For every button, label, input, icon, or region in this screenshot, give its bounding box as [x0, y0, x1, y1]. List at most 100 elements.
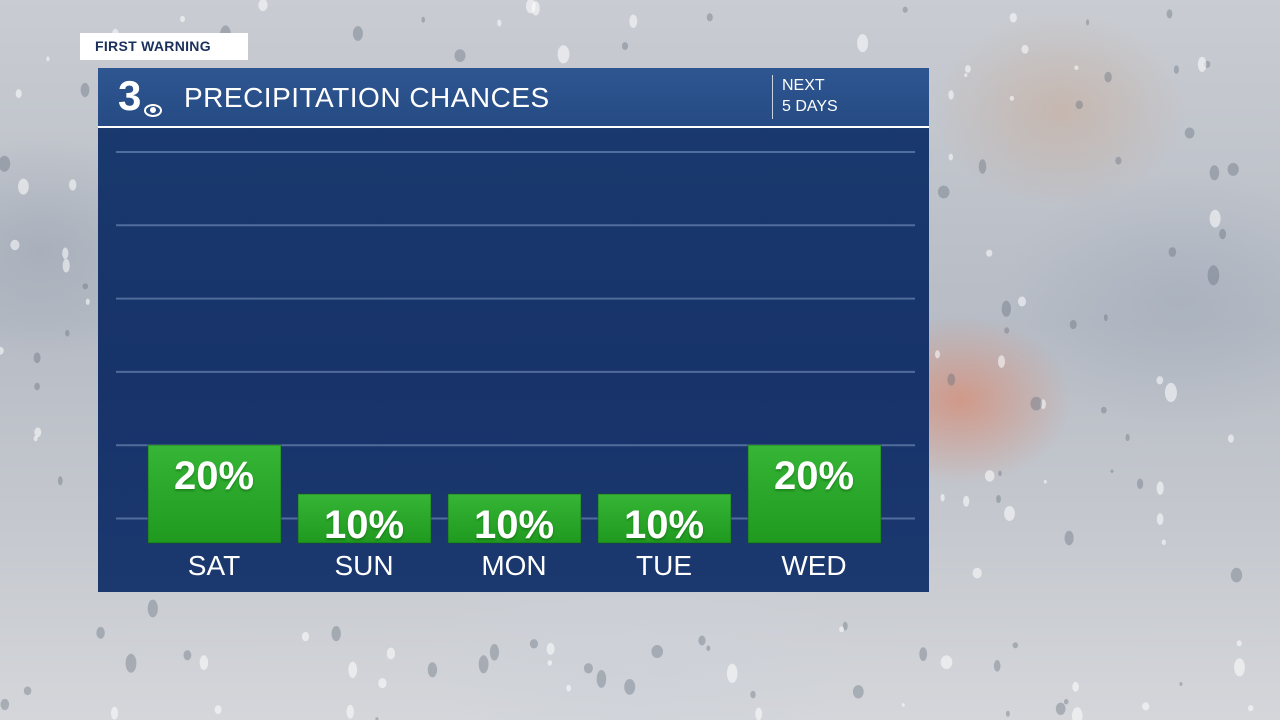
value-label: 20% [173, 454, 255, 498]
rain-drop [1075, 100, 1084, 110]
rain-drop [1012, 642, 1018, 649]
rain-drop [1156, 481, 1164, 495]
rain-drop [993, 660, 1001, 672]
bar-tue [597, 493, 732, 544]
rain-drop [125, 653, 137, 673]
rain-drop [1166, 9, 1173, 19]
rain-drop [624, 679, 636, 695]
rain-drop [852, 685, 864, 699]
rain-drop [62, 247, 69, 260]
rain-drop [531, 1, 540, 16]
rain-drop [706, 13, 713, 22]
category-label: TUE [636, 550, 692, 581]
rain-drop [478, 655, 489, 674]
bar-chart [116, 151, 915, 544]
rain-drop [454, 49, 466, 62]
value-label: 20% [773, 454, 855, 498]
rain-drop [621, 42, 629, 51]
rain-drop [497, 19, 502, 27]
logo-number: 3 [118, 72, 142, 119]
rain-drop [596, 670, 607, 688]
rain-drop [750, 690, 756, 699]
rain-drop [964, 73, 968, 78]
rain-drop [940, 493, 945, 502]
eye-icon [144, 104, 162, 117]
rain-drop [557, 45, 570, 64]
rain-drop [1063, 698, 1069, 705]
rain-drop [348, 661, 358, 678]
rain-drop [346, 704, 354, 719]
rain-drop [180, 15, 185, 23]
rain-drop [82, 283, 89, 290]
period-line1: NEXT [782, 77, 825, 94]
rain-drop [1137, 478, 1144, 490]
bar-sun [297, 493, 432, 544]
rain-drop [1248, 705, 1254, 712]
rain-drop [1125, 433, 1130, 442]
rain-drop [706, 645, 711, 651]
rain-drop [901, 703, 905, 707]
rain-drop [1197, 56, 1207, 72]
rain-drop [1234, 658, 1245, 677]
category-label: MON [481, 550, 547, 581]
precipitation-panel: 3 PRECIPITATION CHANCES NEXT 5 DAYS 20% S… [98, 68, 929, 592]
rain-drop [1086, 19, 1090, 26]
rain-drop [1230, 567, 1243, 583]
rain-drop [33, 352, 41, 364]
rain-drop [1227, 162, 1239, 176]
rain-drop [65, 329, 70, 337]
rain-drop [529, 639, 539, 649]
rain-drop [1173, 65, 1179, 74]
rain-drop [948, 90, 954, 100]
rain-drop [1069, 319, 1077, 330]
rain-drop [857, 34, 869, 53]
rain-drop [1064, 530, 1074, 546]
panel-title: PRECIPITATION CHANCES [184, 82, 550, 113]
rain-drop [940, 655, 953, 669]
rain-drop [1209, 209, 1221, 228]
rain-drop [0, 346, 4, 355]
rain-drop [183, 650, 192, 661]
rain-drop [978, 159, 987, 174]
rain-drop [1055, 702, 1066, 715]
rain-drop [147, 599, 158, 618]
rain-drop [96, 626, 105, 639]
rain-drop [629, 14, 638, 28]
rain-drop [18, 178, 29, 195]
rain-drop [80, 82, 90, 98]
rain-drop [998, 355, 1005, 368]
rain-drop [1043, 479, 1047, 484]
rain-drop [1161, 539, 1166, 546]
rain-drop [566, 684, 571, 692]
value-label: 10% [623, 503, 705, 547]
rain-drop [33, 435, 38, 442]
period-label: NEXT 5 DAYS [772, 75, 862, 119]
rain-drop [998, 470, 1002, 477]
rain-drop [651, 645, 663, 658]
value-label: 10% [323, 503, 405, 547]
first-warning-tag: FIRST WARNING [80, 33, 248, 60]
rain-drop [1110, 469, 1114, 473]
rain-drop [1021, 44, 1029, 54]
station-logo: 3 [118, 72, 162, 120]
category-label: SAT [187, 550, 241, 581]
rain-drop [1104, 71, 1112, 83]
rain-drop [214, 705, 222, 715]
rain-drop [352, 26, 363, 41]
rain-drop [902, 6, 908, 13]
rain-drop [386, 647, 396, 660]
rain-drop [1005, 710, 1010, 717]
rain-drop [10, 239, 20, 251]
rain-drop [489, 644, 499, 661]
rain-drop [427, 662, 438, 678]
rain-drop [1219, 228, 1227, 240]
rain-drop [1101, 406, 1107, 414]
bar-mon [447, 493, 582, 544]
rain-drop [1004, 506, 1015, 521]
rain-drop [947, 373, 956, 386]
rain-drop [1156, 376, 1164, 385]
rain-drop [935, 350, 940, 359]
period-line2: 5 DAYS [782, 98, 838, 115]
rain-drop [1168, 247, 1177, 257]
rain-drop [1236, 640, 1242, 647]
